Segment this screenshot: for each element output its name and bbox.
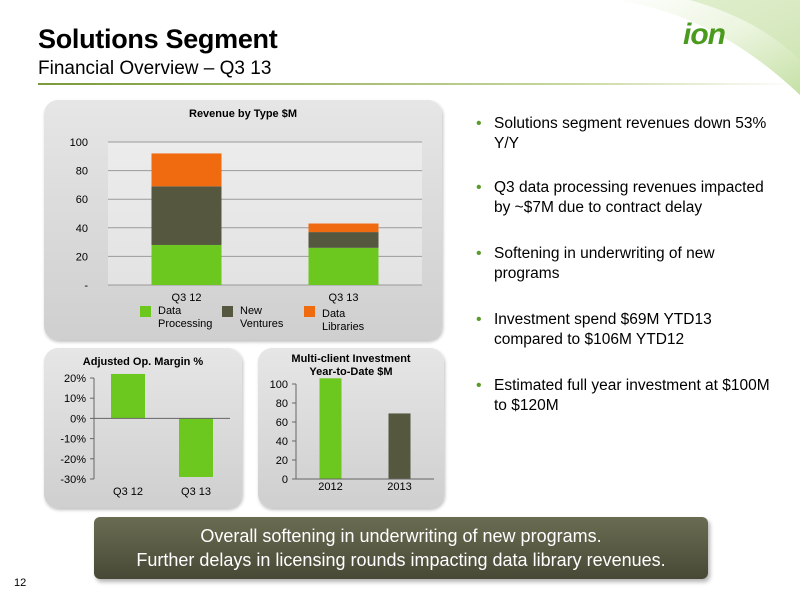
- bullet-item: Investment spend $69M YTD13 compared to …: [474, 310, 774, 350]
- x-tick-label: Q3 12: [172, 292, 202, 304]
- margin-chart: -30% -20% -10% 0% 10% 20% Q3 12 Q3 13: [60, 373, 230, 498]
- y-tick-label: 10%: [64, 393, 86, 405]
- y-tick-label: -: [84, 280, 88, 292]
- page-title: Solutions Segment: [38, 24, 278, 54]
- bullet-item: Solutions segment revenues down 53% Y/Y: [474, 114, 774, 154]
- y-tick-label: 100: [270, 379, 288, 391]
- y-tick-label: 100: [70, 137, 88, 149]
- summary-banner: Overall softening in underwriting of new…: [94, 517, 708, 579]
- x-tick-label: Q3 13: [181, 486, 211, 498]
- corner-decoration: [610, 0, 800, 95]
- revenue-chart: - 20 40 60 80 100 Q3 12 Q3 13: [70, 137, 422, 304]
- y-tick-label: 20%: [64, 373, 86, 385]
- bullet-item: Softening in underwriting of new program…: [474, 244, 774, 284]
- bar-2012: [319, 378, 342, 479]
- legend-swatch-data-processing: [140, 306, 151, 317]
- bar-new-ventures-q3-12: [151, 186, 222, 245]
- bar-data-libraries-q3-12: [151, 153, 222, 187]
- y-tick-label: 80: [276, 398, 288, 410]
- y-tick-label: 20: [276, 455, 288, 467]
- header-divider: [38, 83, 798, 85]
- legend-swatch-new-ventures: [222, 306, 233, 317]
- margin-chart-title: Adjusted Op. Margin %: [82, 356, 204, 368]
- bar-data-processing-q3-12: [151, 244, 222, 285]
- bullet-item: Q3 data processing revenues impacted by …: [474, 178, 774, 218]
- y-tick-label: 60: [276, 417, 288, 429]
- legend-label-data-libraries: Data Libraries: [322, 308, 365, 333]
- investment-chart: 0 20 40 60 80 100 2012 2013: [270, 378, 434, 493]
- margin-chart-panel: Adjusted Op. Margin % -30% -20% -10% 0% 10% 2…: [44, 348, 242, 508]
- legend-swatch-data-libraries: [304, 306, 315, 317]
- y-tick-label: -30%: [60, 474, 86, 486]
- bar-data-libraries-q3-13: [308, 223, 379, 233]
- investment-chart-title: Multi-client Investment Year-to-Date $M: [291, 353, 411, 378]
- bar-new-ventures-q3-13: [308, 232, 379, 248]
- y-tick-label: -10%: [60, 434, 86, 446]
- x-tick-label: 2012: [318, 481, 342, 493]
- revenue-chart-panel: Revenue by Type $M - 20 40 60 80 100 Q3 12 Q3 1…: [44, 100, 442, 340]
- company-logo: ion: [683, 18, 726, 51]
- bar-q3-12: [111, 373, 145, 419]
- y-tick-label: 40: [76, 223, 88, 235]
- x-tick-label: 2013: [387, 481, 411, 493]
- y-tick-label: 60: [76, 194, 88, 206]
- x-tick-label: Q3 13: [329, 292, 359, 304]
- page-subtitle: Financial Overview – Q3 13: [38, 58, 272, 79]
- y-tick-label: 0: [282, 474, 288, 486]
- y-tick-label: 0%: [70, 413, 86, 425]
- bar-2013: [388, 413, 411, 479]
- bar-q3-13: [179, 418, 213, 477]
- bullet-list: Solutions segment revenues down 53% Y/Y …: [474, 114, 774, 440]
- y-tick-label: 80: [76, 166, 88, 178]
- bar-data-processing-q3-13: [308, 247, 379, 285]
- investment-chart-panel: Multi-client Investment Year-to-Date $M 0…: [258, 348, 444, 508]
- legend-label-data-processing: Data Processing: [158, 305, 213, 330]
- y-tick-label: 20: [76, 251, 88, 263]
- legend-label-new-ventures: New Ventures: [240, 305, 284, 330]
- y-tick-label: 40: [276, 436, 288, 448]
- bullet-item: Estimated full year investment at $100M …: [474, 376, 774, 416]
- banner-line-1: Overall softening in underwriting of new…: [200, 526, 602, 546]
- page-number: 12: [14, 577, 27, 589]
- revenue-chart-title: Revenue by Type $M: [189, 108, 297, 120]
- x-tick-label: Q3 12: [113, 486, 143, 498]
- y-tick-label: -20%: [60, 454, 86, 466]
- banner-line-2: Further delays in licensing rounds impac…: [136, 550, 666, 570]
